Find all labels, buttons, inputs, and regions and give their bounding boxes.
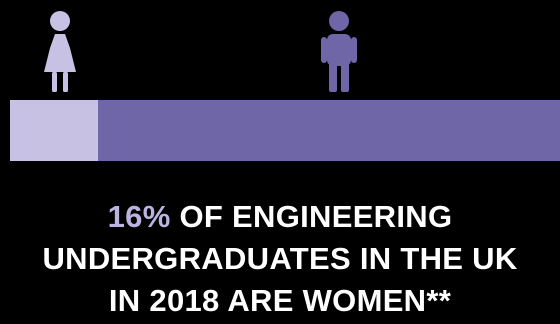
caption: 16% OF ENGINEERING UNDERGRADUATES IN THE… [0, 196, 560, 322]
caption-highlight: 16% [107, 199, 171, 234]
male-figure-icon [321, 11, 357, 92]
caption-line-1: 16% OF ENGINEERING [0, 196, 560, 238]
caption-line-3: IN 2018 ARE WOMEN** [108, 283, 452, 318]
caption-line-2: UNDERGRADUATES IN THE UK [42, 241, 518, 276]
female-figure-icon [44, 11, 76, 92]
caption-line-1-rest: OF ENGINEERING [170, 199, 453, 234]
bar-segment-women [10, 100, 98, 161]
bar-segment-men [98, 100, 560, 161]
